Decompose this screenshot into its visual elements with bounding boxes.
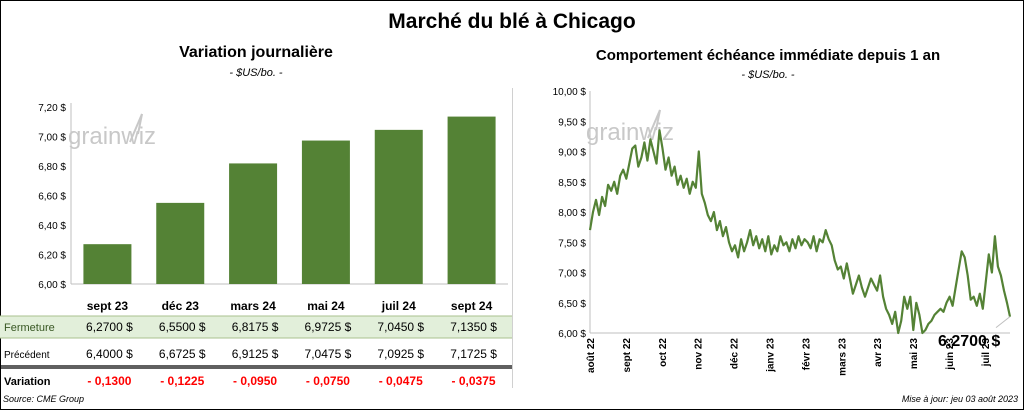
table-cell: 7,1350 $: [450, 320, 497, 334]
last-value-leader: [995, 316, 1011, 329]
front-month-chart: 6,00 $ 6,50 $ 7,00 $ 7,50 $ 8,00 $ 8,50 $ 9,00…: [553, 87, 1012, 376]
table-cell: 7,0475 $: [305, 347, 352, 361]
y-tick-label: 10,00 $: [553, 87, 587, 98]
left-chart-subtitle: - $US/bo. -: [229, 67, 283, 79]
x-tick-label: mai 23: [909, 338, 920, 370]
daily-variation-chart: 6,00 $ 6,20 $ 6,40 $ 6,60 $ 6,80 $ 7,00 $ 7,20…: [0, 103, 512, 388]
price-line: [588, 129, 1012, 335]
x-tick-label: juil 23: [981, 338, 992, 368]
table-cell: 6,4000 $: [86, 347, 133, 361]
table-cell: 6,9125 $: [232, 347, 279, 361]
right-chart-title: Comportement échéance immédiate depuis 1…: [595, 47, 941, 64]
x-tick-label: déc 23: [162, 299, 200, 313]
x-tick-label: sept 22: [622, 338, 633, 373]
bar: [83, 244, 132, 284]
x-tick-label: mars 23: [837, 338, 848, 376]
y-tick-label: 9,00 $: [558, 148, 586, 159]
y-tick-label: 6,50 $: [558, 299, 586, 310]
table-cell: 6,6725 $: [159, 347, 206, 361]
svg-text:grainwiz: grainwiz: [68, 123, 156, 150]
source-note: Source: CME Group: [3, 394, 85, 404]
table-cell: - 0,0750: [306, 374, 350, 388]
table-cell: 7,1725 $: [450, 347, 497, 361]
x-tick-label: févr 23: [801, 338, 812, 371]
y-tick-label: 6,20 $: [38, 251, 66, 262]
y-tick-label: 6,40 $: [38, 221, 66, 232]
panel-divider: [512, 88, 513, 388]
y-tick-label: 7,00 $: [558, 269, 586, 280]
table-cell: - 0,0950: [233, 374, 277, 388]
x-tick-label: sept 23: [87, 299, 129, 313]
table-row-label: Variation: [4, 376, 51, 388]
bar: [447, 116, 496, 285]
x-tick-label: déc 22: [730, 338, 741, 370]
y-tick-label: 8,00 $: [558, 208, 586, 219]
y-tick-label: 6,00 $: [558, 329, 586, 340]
last-value-label: 6,2700 $: [938, 333, 1001, 350]
table-cell: 6,9725 $: [305, 320, 352, 334]
y-tick-label: 7,00 $: [38, 133, 66, 144]
x-tick-label: mars 24: [230, 299, 276, 313]
table-cell: 6,5500 $: [159, 320, 206, 334]
y-tick-label: 6,60 $: [38, 192, 66, 203]
x-tick-label: mai 24: [307, 299, 345, 313]
watermark-logo: grainwiz: [68, 113, 156, 150]
y-tick-label: 9,50 $: [558, 117, 586, 128]
y-tick-label: 6,80 $: [38, 162, 66, 173]
x-tick-label: juin 23: [945, 338, 956, 371]
table-cell: 6,8175 $: [232, 320, 279, 334]
table-cell: 7,0450 $: [377, 320, 424, 334]
x-tick-label: sept 24: [451, 299, 493, 313]
update-note: Mise à jour: jeu 03 août 2023: [901, 394, 1018, 404]
x-tick-label: avr 23: [873, 338, 884, 367]
bar: [156, 202, 205, 284]
table-cell: 6,2700 $: [86, 320, 133, 334]
right-chart-subtitle: - $US/bo. -: [741, 69, 795, 81]
page-title: Marché du blé à Chicago: [388, 10, 636, 33]
x-tick-label: oct 22: [658, 338, 669, 367]
y-tick-label: 8,50 $: [558, 178, 586, 189]
bar: [301, 140, 350, 284]
y-tick-label: 6,00 $: [38, 280, 66, 291]
table-cell: - 0,0475: [379, 374, 423, 388]
y-tick-label: 7,50 $: [558, 238, 586, 249]
table-row-label: Fermeture: [4, 322, 55, 334]
left-chart-title: Variation journalière: [179, 44, 333, 61]
bar: [229, 163, 278, 284]
table-row-label: Précédent: [4, 350, 50, 361]
table-cell: - 0,0375: [452, 374, 496, 388]
x-tick-label: janv 23: [765, 338, 776, 373]
table-cell: - 0,1225: [160, 374, 204, 388]
x-tick-label: août 22: [586, 338, 597, 373]
y-tick-label: 7,20 $: [38, 103, 66, 114]
table-cell: 7,0925 $: [377, 347, 424, 361]
x-tick-label: nov 22: [694, 338, 705, 370]
x-tick-label: juil 24: [381, 299, 416, 313]
fermeture-row-bg: [0, 316, 512, 338]
bar: [374, 129, 423, 284]
table-cell: - 0,1300: [87, 374, 131, 388]
